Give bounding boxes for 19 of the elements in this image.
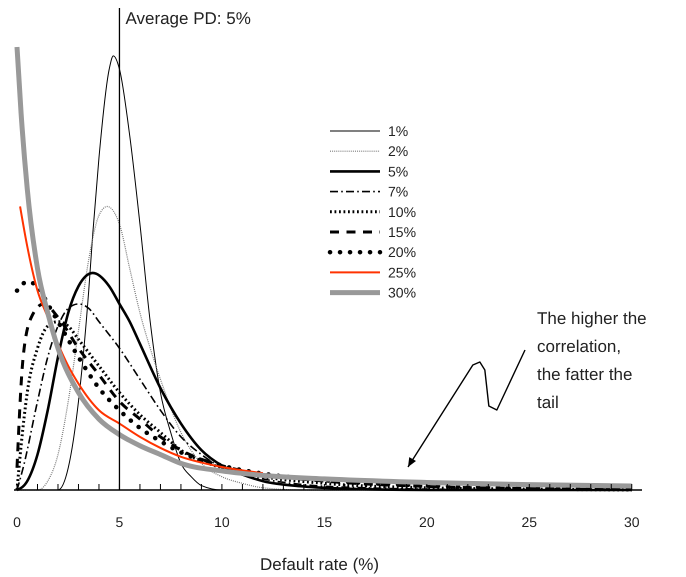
x-axis-title: Default rate (%) <box>260 555 380 574</box>
annotation: The higher the correlation, the fatter the tail <box>537 309 647 412</box>
x-tick-label: 30 <box>624 514 640 530</box>
x-tick-label: 20 <box>419 514 435 530</box>
legend-label: 7% <box>388 184 408 200</box>
legend-label: 15% <box>388 224 416 240</box>
legend-label: 5% <box>388 163 408 180</box>
ref-line-label: Average PD: 5% <box>125 9 251 28</box>
legend-label: 20% <box>388 244 416 260</box>
legend-label: 1% <box>388 123 408 139</box>
legend-label: 30% <box>388 284 416 301</box>
x-tick-label: 5 <box>116 514 124 530</box>
legend-label: 2% <box>388 143 408 160</box>
legend-label: 10% <box>388 204 416 220</box>
x-tick-label: 0 <box>13 514 22 530</box>
x-tick-label: 25 <box>522 514 538 530</box>
legend-label: 25% <box>388 264 416 280</box>
x-tick-label: 10 <box>214 514 230 530</box>
x-tick-label: 15 <box>316 514 332 530</box>
